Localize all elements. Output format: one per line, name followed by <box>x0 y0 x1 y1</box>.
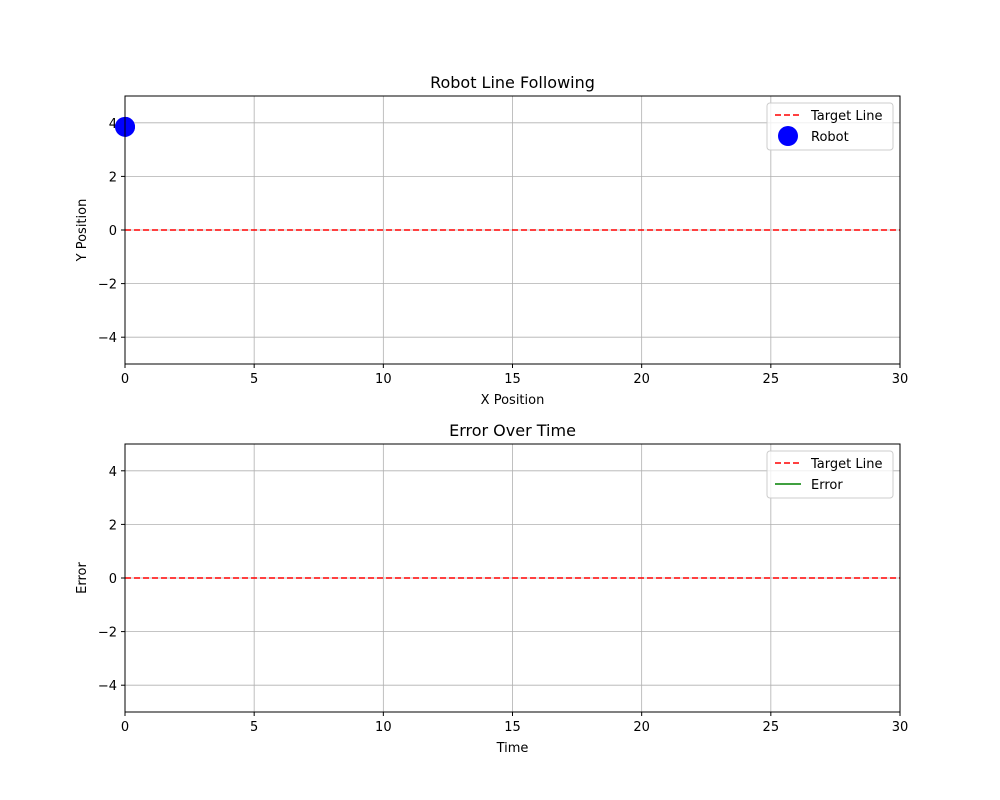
y-tick-label: 2 <box>109 518 117 533</box>
legend-label: Target Line <box>810 109 882 124</box>
y-tick-label: −2 <box>98 278 117 293</box>
x-tick-label: 30 <box>892 720 909 735</box>
x-tick-label: 10 <box>375 720 392 735</box>
chart-title: Robot Line Following <box>430 73 595 92</box>
x-tick-label: 20 <box>633 720 650 735</box>
legend-label: Error <box>811 478 843 493</box>
x-axis-label: X Position <box>481 393 545 408</box>
legend-label: Robot <box>811 130 849 145</box>
y-axis-label: Error <box>75 562 90 594</box>
chart-panel-1: 0 5 10 15 20 25 30 −4 −2 0 2 4 Robot Line Following X… <box>75 73 908 408</box>
y-tick-label: 4 <box>109 117 117 132</box>
x-axis-label: Time <box>496 741 529 756</box>
y-tick-label: 0 <box>109 224 117 239</box>
x-tick-label: 5 <box>250 372 258 387</box>
x-tick-label: 25 <box>763 720 780 735</box>
x-tick-label: 10 <box>375 372 392 387</box>
legend-swatch <box>778 126 798 146</box>
x-tick-label: 5 <box>250 720 258 735</box>
y-axis-label: Y Position <box>75 199 90 263</box>
x-tick-label: 25 <box>763 372 780 387</box>
chart-panel-2: 0 5 10 15 20 25 30 −4 −2 0 2 4 Error Over Time Time Er… <box>75 421 908 756</box>
x-tick-label: 30 <box>892 372 909 387</box>
y-tick-label: 4 <box>109 465 117 480</box>
chart-title: Error Over Time <box>449 421 576 440</box>
y-tick-label: −2 <box>98 626 117 641</box>
x-tick-label: 0 <box>121 720 129 735</box>
legend: Target Line Error <box>766 450 894 499</box>
y-tick-label: −4 <box>98 331 117 346</box>
x-tick-label: 20 <box>633 372 650 387</box>
y-tick-label: −4 <box>98 679 117 694</box>
x-tick-label: 0 <box>121 372 129 387</box>
axes-frame <box>124 443 901 713</box>
y-tick-label: 0 <box>109 572 117 587</box>
legend-label: Target Line <box>810 457 882 472</box>
axes-frame <box>124 95 901 365</box>
x-tick-label: 15 <box>504 720 521 735</box>
legend: Target Line Robot <box>766 102 894 151</box>
x-tick-label: 15 <box>504 372 521 387</box>
y-tick-label: 2 <box>109 170 117 185</box>
